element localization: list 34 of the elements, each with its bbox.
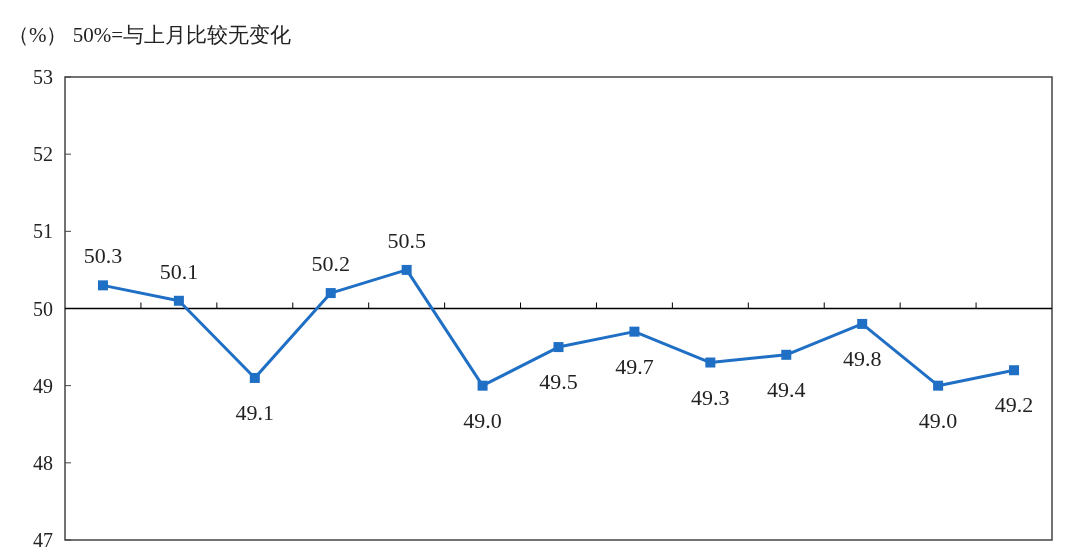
y-tick-label: 47 <box>33 529 53 551</box>
data-label: 50.2 <box>311 251 350 277</box>
data-label: 49.5 <box>539 369 578 395</box>
data-label: 49.1 <box>235 399 275 425</box>
y-tick-label: 53 <box>33 66 53 88</box>
y-tick-label: 48 <box>33 451 53 474</box>
point <box>553 342 564 353</box>
point <box>857 318 868 329</box>
data-label: 49.4 <box>767 376 806 402</box>
point <box>401 264 412 275</box>
point <box>629 326 640 337</box>
point <box>781 349 792 360</box>
point <box>173 295 184 306</box>
data-label: 49.2 <box>994 392 1034 418</box>
point <box>1009 365 1020 376</box>
point <box>249 372 260 383</box>
data-label: 50.5 <box>387 227 426 253</box>
point <box>97 280 108 291</box>
data-label: 49.0 <box>918 407 958 433</box>
y-tick-label: 52 <box>33 143 53 166</box>
y-tick-label: 49 <box>33 374 53 397</box>
y-tick-label: 50 <box>33 297 53 320</box>
point <box>325 288 336 299</box>
data-label: 49.8 <box>842 345 882 371</box>
data-label: 49.0 <box>463 407 502 433</box>
data-label: 49.3 <box>691 384 730 410</box>
y-tick-label: 51 <box>33 220 53 243</box>
point <box>477 380 488 391</box>
data-label: 50.3 <box>83 243 123 269</box>
point <box>705 357 716 368</box>
point <box>933 380 944 391</box>
chart-title: （%） 50%=与上月比较无变化 <box>8 23 292 47</box>
data-label: 50.1 <box>159 258 199 284</box>
data-label: 49.7 <box>615 353 654 379</box>
